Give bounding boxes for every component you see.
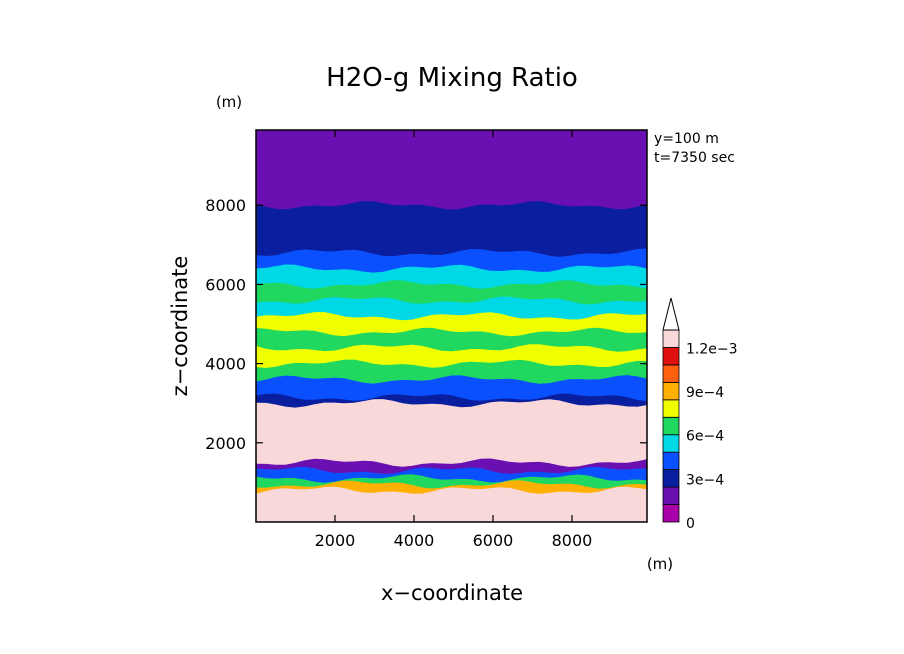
colorbar-segment (662, 347, 680, 366)
colorbar-segment (662, 381, 680, 401)
x-axis-label: x−coordinate (381, 581, 523, 605)
colorbar-segment (662, 451, 680, 471)
colorbar-segment (662, 504, 680, 523)
x-tick-label: 2000 (315, 531, 356, 550)
colorbar-labels: 0 3e−4 6e−4 9e−4 1.2e−3 (686, 341, 738, 532)
colorbar-segment (662, 416, 680, 436)
info-line-t: t=7350 sec (654, 150, 735, 166)
plot-frame (255, 129, 648, 523)
colorbar-tick-label: 9e−4 (686, 385, 724, 401)
colorbar (662, 297, 680, 523)
colorbar-segment (662, 399, 680, 418)
y-axis-label: z−coordinate (168, 256, 192, 397)
colorbar-tick-label: 3e−4 (686, 472, 724, 488)
y-tick-label: 6000 (205, 275, 246, 294)
chart-title: H2O-g Mixing Ratio (326, 63, 578, 93)
y-tick-label: 8000 (205, 196, 246, 215)
x-tick-labels: 2000 4000 6000 8000 (315, 531, 593, 550)
x-tick-label: 8000 (552, 531, 593, 550)
colorbar-segment (662, 329, 680, 348)
info-line-y: y=100 m (654, 131, 719, 147)
colorbar-segment (662, 469, 680, 488)
x-tick-label: 6000 (473, 531, 514, 550)
contour-fills (256, 130, 647, 522)
x-unit-label: (m) (647, 555, 673, 573)
x-tick-label: 4000 (394, 531, 435, 550)
colorbar-segment (662, 364, 680, 383)
colorbar-segment (662, 486, 680, 505)
colorbar-tick-label: 6e−4 (686, 429, 724, 445)
colorbar-tick-label: 0 (686, 516, 695, 532)
colorbar-extend-arrow (662, 297, 680, 331)
colorbar-segment (662, 434, 680, 453)
y-tick-label: 4000 (205, 355, 246, 374)
y-tick-label: 2000 (205, 434, 246, 453)
y-unit-label: (m) (216, 93, 242, 111)
y-tick-labels: 2000 4000 6000 8000 (205, 196, 246, 453)
colorbar-tick-label: 1.2e−3 (686, 341, 738, 357)
axis-ticks (256, 130, 647, 522)
contour-band (256, 486, 647, 522)
